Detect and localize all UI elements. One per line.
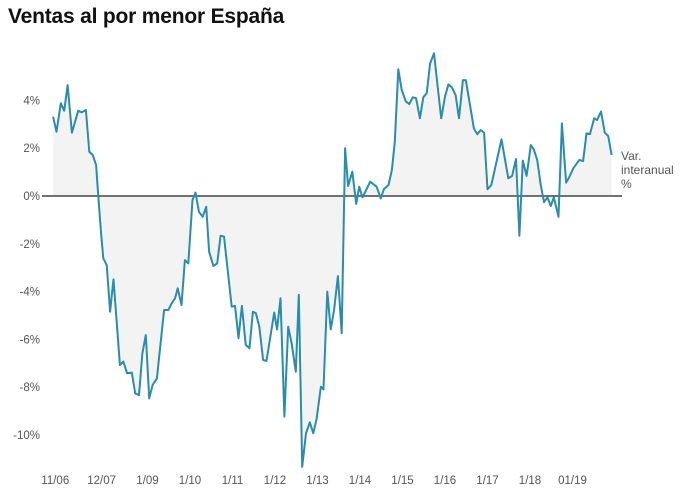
x-tick-label: 1/14	[349, 475, 372, 487]
y-tick-label: -4%	[20, 287, 40, 299]
series-line	[52, 52, 613, 468]
series-label: Var. interanual %	[621, 149, 674, 191]
x-tick-label: 1/10	[179, 475, 201, 487]
x-tick-label: 1/09	[136, 475, 158, 487]
series-area	[53, 53, 612, 467]
y-tick-label: -2%	[20, 239, 40, 251]
x-tick-label: 12/07	[87, 475, 116, 487]
x-tick-label: 1/11	[222, 475, 244, 487]
x-tick-label: 1/18	[519, 475, 541, 487]
x-tick-label: 1/13	[306, 475, 328, 487]
y-tick-label: 2%	[23, 143, 40, 155]
x-tick-label: 1/16	[434, 475, 456, 487]
y-tick-label: 4%	[23, 95, 40, 107]
y-tick-label: -10%	[13, 430, 40, 442]
x-tick-label: 11/06	[41, 475, 69, 487]
x-tick-label: 1/12	[264, 475, 286, 487]
x-tick-label: 1/15	[391, 475, 413, 487]
x-tick-label: 1/17	[476, 475, 498, 487]
chart-title: Ventas al por menor España	[8, 5, 285, 28]
x-tick-label: 01/19	[558, 475, 587, 487]
y-tick-label: -6%	[20, 334, 40, 346]
y-tick-label: -8%	[20, 382, 40, 394]
y-tick-label: 0%	[23, 191, 40, 203]
